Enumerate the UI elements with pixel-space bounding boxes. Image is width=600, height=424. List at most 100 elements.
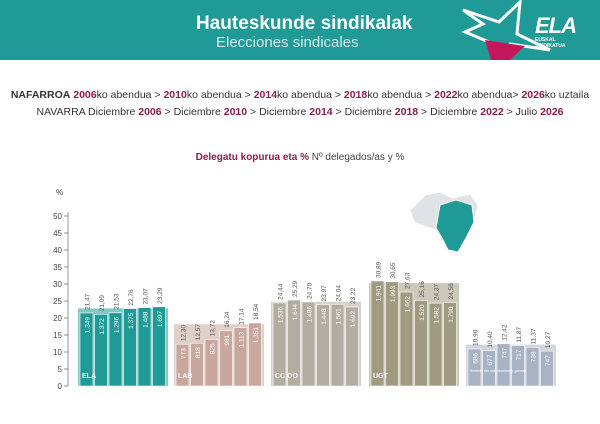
bar-delegates-label: 825 (210, 343, 217, 354)
bar-delegates-label: 1.993 (390, 285, 397, 302)
region-label-es: NAVARRA (36, 106, 86, 118)
bar-delegates-label: 1.349 (85, 317, 92, 334)
bar-pct-label: 10,27 (545, 331, 552, 348)
bar-group-ccoo: 24,44 1.536 25,29 1.644 24,70 1.486 23,97 1.448… (271, 280, 361, 387)
bar (301, 301, 316, 387)
bar (94, 313, 108, 387)
bar-pct-label: 25,29 (292, 280, 299, 297)
bar-delegates-label: 1.486 (307, 306, 314, 323)
bar (330, 303, 345, 387)
bar (370, 280, 385, 387)
period-line-eu: NAFARROA 2006ko abendua > 2010ko abendua… (10, 89, 590, 101)
bar-pct-label: 24,04 (336, 285, 343, 302)
bar-delegates-label: 1.561 (336, 308, 343, 325)
bar-pct-label: 23,97 (321, 285, 328, 302)
bar (414, 300, 428, 387)
bar-delegates-label: 1.644 (292, 304, 299, 321)
bar-pct-label: 24,37 (434, 283, 441, 300)
bar (137, 307, 152, 387)
bar-delegates-label: 717 (516, 349, 523, 360)
bar-delegates-label: 818 (195, 347, 202, 358)
bar-pct-label: 24,56 (448, 283, 455, 300)
bar-delegates-label: 677 (487, 354, 494, 365)
bar-delegates-label: 1.448 (321, 308, 328, 325)
bar-pct-label: 25,16 (419, 281, 426, 298)
bar-pct-label: 10,40 (487, 331, 494, 348)
y-tick-label: 40 (53, 246, 62, 255)
bar-delegates-label: 1.113 (239, 331, 246, 347)
bar-pct-label: 17,14 (239, 308, 246, 325)
bar-pct-label: 16,24 (224, 311, 231, 328)
bar-pct-label: 12,30 (181, 325, 188, 342)
bar-pct-label: 24,70 (307, 282, 314, 299)
bar-delegates-label: 738 (531, 351, 538, 362)
bar-pct-label: 12,42 (502, 324, 509, 341)
bar (467, 348, 482, 387)
bar-group-ugt: 30,89 1.941 30,65 1.993 27,63 1.662 25,16 1.520… (369, 261, 459, 387)
bar-delegates-label: 1.941 (376, 285, 383, 302)
bar (428, 302, 443, 387)
bar-group-ela: 21,47 1.349 21,09 1.372 21,53 1.296 22,76 1.375… (78, 287, 168, 387)
bar-delegates-label: 1.372 (99, 318, 106, 335)
bar-delegates-label: 1.375 (128, 312, 135, 329)
bar-delegates-label: 1.790 (448, 306, 455, 323)
bar (287, 299, 301, 387)
y-tick-label: 50 (53, 212, 62, 221)
bar-pct-label: 12,57 (195, 324, 202, 341)
bar-delegates-label: 1.692 (350, 311, 357, 328)
bar-delegates-label: 1.351 (253, 327, 260, 344)
bar-delegates-label: 981 (224, 334, 231, 345)
union-label: CC.OO (275, 373, 299, 380)
chart-title: Delegatu kopurua eta % Nº delegados/as y… (195, 152, 405, 163)
page-subtitle: Elecciones sindicales (216, 34, 359, 51)
bar (540, 350, 554, 387)
bar (108, 312, 123, 387)
bar-delegates-label: 1.662 (405, 296, 412, 313)
bar (399, 291, 414, 387)
y-tick-label: 30 (53, 280, 62, 289)
bar (190, 342, 204, 387)
bar (482, 350, 496, 387)
bar-group-others: 10,90 686 10,40 677 12,42 747 11,87 717 11,37 738… (466, 324, 556, 387)
bar (152, 306, 166, 387)
y-tick-label: 45 (53, 229, 62, 238)
y-axis-label: % (56, 188, 63, 197)
y-tick-label: 25 (53, 297, 62, 306)
period-line-es: NAVARRA Diciembre 2006 > Diciembre 2010 … (36, 106, 564, 118)
bar-pct-label: 27,63 (405, 272, 412, 289)
bar (316, 304, 330, 387)
bar-delegates-label: 1.488 (143, 311, 150, 328)
bar-pct-label: 13,72 (210, 320, 217, 337)
bar-pct-label: 21,53 (114, 293, 121, 310)
bar-delegates-label: 1.296 (114, 316, 121, 333)
bar (385, 281, 399, 387)
bar (233, 327, 248, 387)
bar-pct-label: 22,76 (128, 289, 135, 306)
bar-pct-label: 23,22 (350, 287, 357, 304)
bar-delegates-label: 686 (473, 353, 480, 364)
y-tick-label: 10 (53, 348, 62, 357)
bar-delegates-label: 773 (181, 348, 188, 359)
bar (496, 343, 511, 387)
bar-pct-label: 23,29 (157, 287, 164, 304)
bar-delegates-label: 1.697 (157, 310, 164, 327)
bar-pct-label: 30,89 (376, 261, 383, 278)
bar (443, 302, 457, 387)
bar-delegates-label: 747 (545, 355, 552, 366)
bar (511, 345, 525, 387)
map-icon (409, 191, 479, 253)
bar-pct-label: 21,09 (99, 295, 106, 312)
bar-pct-label: 23,07 (143, 288, 150, 305)
region-label-eu: NAFARROA (10, 89, 71, 101)
bar (219, 330, 233, 387)
bar-delegates-label: 1.520 (419, 304, 426, 321)
union-label: Besteak eta ordezkaritzarik gabeak (470, 369, 526, 373)
bar (248, 322, 262, 387)
union-label: UGT (373, 373, 389, 380)
y-tick-label: 35 (53, 263, 62, 272)
bar (79, 312, 94, 387)
page-title: Hauteskunde sindikalak (196, 13, 413, 34)
y-tick-label: 15 (53, 331, 62, 340)
union-label: LAB (178, 373, 192, 380)
